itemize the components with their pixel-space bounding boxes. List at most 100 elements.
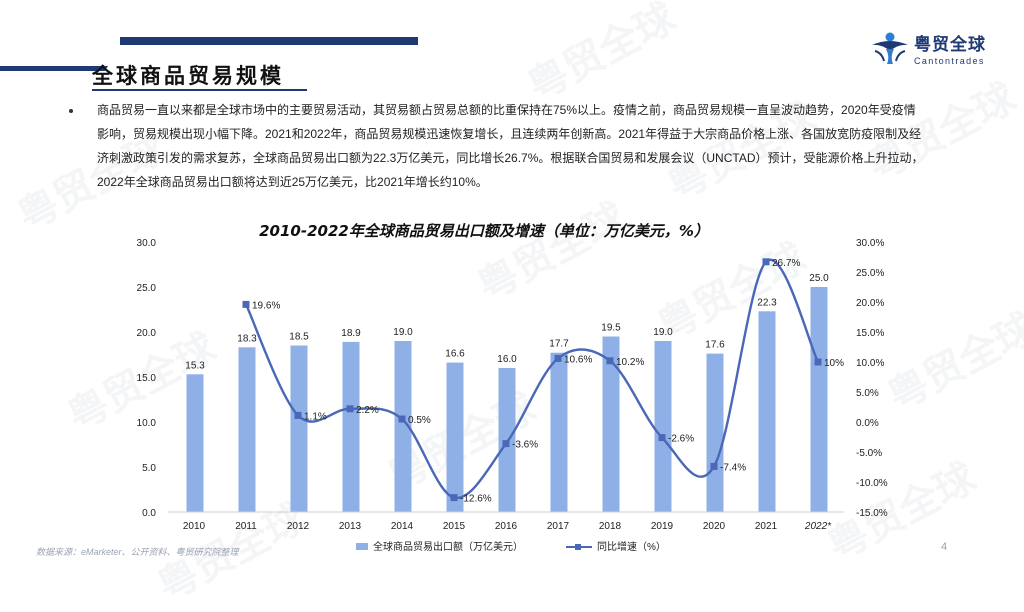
growth-value-label: 2.2%: [356, 405, 379, 416]
x-tick-label: 2015: [443, 521, 466, 532]
growth-value-label: 10.2%: [616, 357, 644, 368]
growth-marker: [398, 415, 406, 423]
growth-marker: [658, 434, 666, 442]
page-number: 4: [941, 541, 948, 553]
growth-marker: [242, 300, 250, 308]
y-left-tick-label: 15.0: [137, 373, 157, 384]
bullet-point: [69, 109, 73, 113]
title-block: 全球商品贸易规模: [92, 60, 284, 90]
x-tick-label: 2016: [495, 521, 518, 532]
y-right-tick-label: -5.0%: [856, 448, 882, 459]
growth-marker: [450, 494, 458, 502]
intro-paragraph: 商品贸易一直以来都是全球市场中的主要贸易活动，其贸易额占贸易总额的比重保持在75…: [97, 103, 924, 189]
y-left-tick-label: 5.0: [142, 463, 156, 474]
x-tick-label: 2012: [287, 521, 310, 532]
logo-name-en: Cantontrades: [914, 56, 985, 66]
growth-marker: [710, 462, 718, 470]
page-title: 全球商品贸易规模: [92, 64, 284, 88]
bar: [446, 362, 464, 512]
bar-value-label: 19.0: [653, 327, 673, 338]
growth-value-label: -7.4%: [720, 462, 746, 473]
bar: [810, 287, 828, 512]
y-right-tick-label: 30.0%: [856, 238, 884, 249]
bar-value-label: 16.0: [497, 354, 517, 365]
growth-value-label: 10%: [824, 358, 844, 369]
bar-value-label: 19.0: [393, 327, 413, 338]
legend-bar-swatch: [356, 543, 368, 550]
legend-line-marker: [575, 544, 581, 550]
growth-value-label: 10.6%: [564, 354, 592, 365]
growth-marker: [762, 258, 770, 266]
y-right-tick-label: 5.0%: [856, 388, 879, 399]
bar-value-label: 19.5: [601, 323, 621, 334]
bar-value-label: 25.0: [809, 273, 829, 284]
bar: [706, 353, 724, 512]
y-right-tick-label: -10.0%: [856, 478, 888, 489]
growth-marker: [502, 440, 510, 448]
x-tick-label: 2014: [391, 521, 414, 532]
y-right-tick-label: 20.0%: [856, 298, 884, 309]
growth-marker: [346, 405, 354, 413]
bar-value-label: 18.3: [237, 333, 257, 344]
bar-value-label: 15.3: [185, 360, 205, 371]
chart-title: 2010-2022年全球商品贸易出口额及增速（单位：万亿美元，%）: [259, 222, 709, 240]
bar: [290, 345, 308, 512]
y-left-tick-label: 0.0: [142, 508, 156, 519]
bar-value-label: 17.6: [705, 340, 725, 351]
y-right-tick-label: 0.0%: [856, 418, 879, 429]
growth-value-label: 19.6%: [252, 300, 280, 311]
growth-marker: [554, 354, 562, 362]
x-tick-label: 2021: [755, 521, 778, 532]
growth-marker: [606, 357, 614, 365]
x-tick-label: 2013: [339, 521, 362, 532]
bar: [758, 311, 776, 512]
growth-value-label: -2.6%: [668, 434, 694, 445]
growth-line: [244, 258, 820, 499]
x-tick-label: 2017: [547, 521, 570, 532]
growth-value-label: 26.7%: [772, 258, 800, 269]
x-tick-label: 2022*: [804, 521, 832, 532]
legend-bar-label: 全球商品贸易出口额（万亿美元）: [373, 540, 523, 553]
growth-marker: [814, 358, 822, 366]
bar: [238, 347, 256, 512]
bar: [186, 374, 204, 512]
bar: [550, 352, 568, 512]
title-underline: [92, 89, 307, 91]
x-tick-label: 2011: [235, 521, 257, 532]
y-right-tick-label: 15.0%: [856, 328, 884, 339]
logo-name-cn: 粤贸全球: [914, 35, 986, 55]
growth-value-label: -3.6%: [512, 440, 538, 451]
bar-value-label: 22.3: [757, 297, 777, 308]
bar: [342, 341, 360, 512]
bar: [602, 336, 620, 512]
growth-value-label: 0.5%: [408, 415, 431, 426]
growth-value-label: 1.1%: [304, 411, 327, 422]
bar: [654, 341, 672, 512]
logo-icon: [872, 32, 908, 64]
title-decor-strip: [0, 66, 108, 71]
bar-value-label: 16.6: [445, 349, 465, 360]
y-right-tick-label: 25.0%: [856, 268, 884, 279]
logo: 粤贸全球 Cantontrades: [870, 30, 986, 66]
data-source-note: 数据来源：eMarketer、公开资料、粤贸研究院整理: [36, 547, 239, 557]
x-tick-label: 2018: [599, 521, 622, 532]
y-left-tick-label: 25.0: [137, 283, 157, 294]
legend-line-label: 同比增速（%）: [597, 540, 666, 553]
export-growth-chart: 2010-2022年全球商品贸易出口额及增速（单位：万亿美元，%） 0.0 5.0 1…: [137, 222, 888, 553]
bar-value-label: 18.9: [341, 328, 361, 339]
y-right-tick-label: -15.0%: [856, 508, 888, 519]
y-right-tick-label: 10.0%: [856, 358, 884, 369]
x-tick-label: 2019: [651, 521, 674, 532]
growth-value-label: -12.6%: [460, 494, 492, 505]
x-tick-label: 2020: [703, 521, 726, 532]
y-left-tick-label: 30.0: [137, 238, 157, 249]
y-left-tick-label: 10.0: [137, 418, 157, 429]
x-tick-label: 2010: [183, 521, 206, 532]
bar-value-label: 18.5: [289, 332, 309, 343]
bar: [498, 368, 516, 512]
y-left-tick-label: 20.0: [137, 328, 157, 339]
bar: [394, 341, 412, 512]
header-decor-bar: [120, 37, 418, 45]
bar-value-label: 17.7: [549, 339, 569, 350]
growth-marker: [294, 411, 302, 419]
